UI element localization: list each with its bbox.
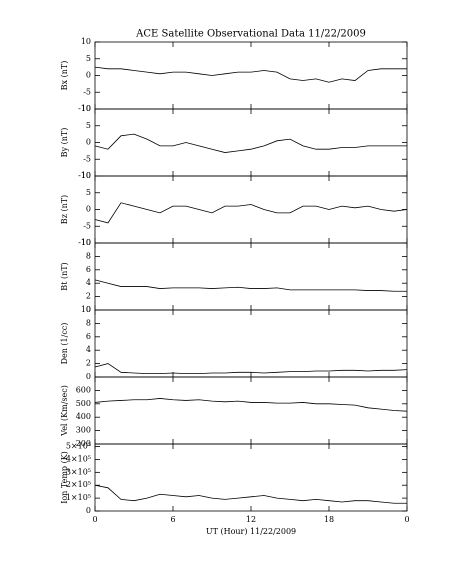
y-tick-label: 2×10⁵	[66, 480, 91, 489]
y-axis-label: Vel (Km/sec)	[60, 385, 69, 437]
data-line	[94, 484, 407, 504]
panel-frame	[94, 376, 408, 445]
y-axis-label: Bt (nT)	[60, 262, 69, 290]
y-axis-label: Den (1/cc)	[60, 323, 69, 365]
y-tick-label: 0	[86, 372, 91, 381]
x-tick-label: 12	[246, 515, 256, 524]
x-tick-label: 6	[170, 515, 175, 524]
y-tick-label: 8	[86, 251, 91, 260]
y-tick-label: 2	[86, 359, 91, 368]
y-tick-label: 10	[81, 37, 91, 46]
data-line	[94, 398, 408, 412]
y-tick-label: 2	[86, 292, 91, 301]
y-tick-label: 500	[76, 399, 91, 408]
y-tick-label: -5	[83, 154, 91, 163]
y-tick-label: -5	[83, 221, 91, 230]
y-tick-label: -10	[78, 104, 91, 113]
data-line	[94, 363, 408, 375]
panel-frame	[94, 309, 408, 378]
y-tick-label: 4	[86, 278, 91, 287]
panel-frame	[94, 108, 408, 177]
y-tick-label: 4×10⁵	[66, 454, 91, 463]
y-tick-label: 5×10⁵	[66, 442, 91, 451]
panel-frame	[94, 41, 408, 110]
x-axis-label: UT (Hour) 11/22/2009	[206, 527, 296, 536]
y-tick-label: 600	[76, 385, 91, 394]
y-axis-label: By (nT)	[60, 128, 69, 158]
y-tick-label: 10	[81, 171, 91, 180]
y-axis-label: Bz (nT)	[60, 195, 69, 224]
x-tick-label: 0	[404, 515, 409, 524]
data-line	[94, 133, 407, 153]
y-tick-label: 0	[86, 305, 91, 314]
y-tick-label: 1×10⁵	[66, 493, 91, 502]
y-tick-label: 8	[86, 318, 91, 327]
y-tick-label: 200	[76, 439, 91, 448]
y-tick-label: 4	[86, 345, 91, 354]
y-tick-label: -5	[83, 87, 91, 96]
y-axis-label: Bx (nT)	[60, 61, 69, 91]
y-tick-label: 3×10⁵	[66, 467, 91, 476]
x-tick-label: 18	[324, 515, 334, 524]
y-tick-label: 0	[86, 138, 91, 147]
y-tick-label: 10	[81, 305, 91, 314]
y-tick-label: 400	[76, 412, 91, 421]
y-tick-label: -10	[78, 238, 91, 247]
panel-frame	[94, 242, 408, 311]
y-tick-label: 5	[86, 121, 91, 130]
y-tick-label: 0	[86, 205, 91, 214]
y-tick-label: 6	[86, 332, 91, 341]
chart-title: ACE Satellite Observational Data 11/22/2…	[135, 29, 366, 40]
y-tick-label: 0	[86, 71, 91, 80]
y-tick-label: -10	[78, 171, 91, 180]
panel-frame	[94, 175, 408, 244]
data-line	[94, 279, 407, 292]
y-tick-label: 10	[81, 238, 91, 247]
data-line	[94, 202, 408, 224]
x-tick-label: 0	[92, 515, 97, 524]
y-axis-label: Ion Temp (K)	[60, 451, 69, 504]
y-tick-label: 6	[86, 265, 91, 274]
data-line	[94, 66, 407, 83]
y-tick-label: 0	[86, 506, 91, 515]
y-tick-label: 5	[86, 54, 91, 63]
y-tick-label: 10	[81, 104, 91, 113]
y-tick-label: 5	[86, 188, 91, 197]
y-tick-label: 300	[76, 426, 91, 435]
